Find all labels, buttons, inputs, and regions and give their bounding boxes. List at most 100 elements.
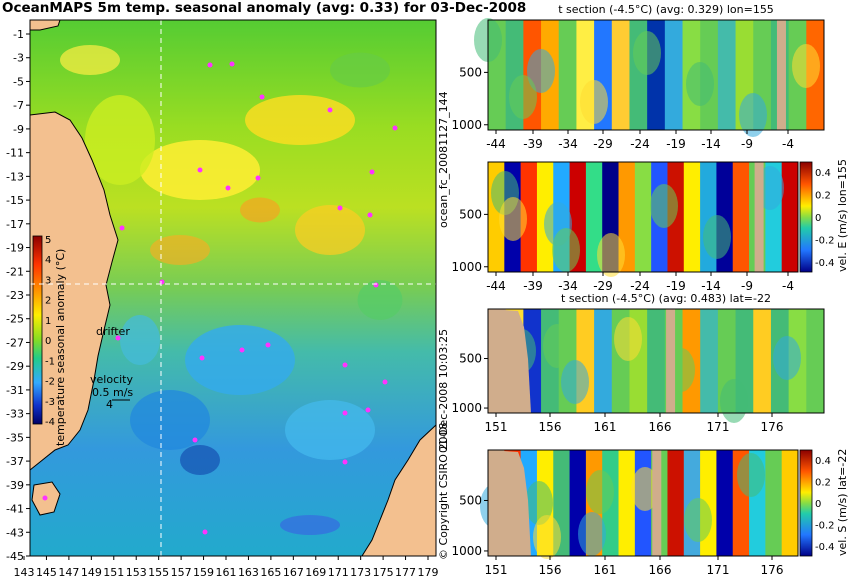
y-tick-label: 1000	[451, 401, 482, 415]
velocity-scale: 4	[106, 398, 113, 411]
velocity-colorbar-tick: -0.4	[815, 258, 835, 269]
x-tick-label: 166	[649, 420, 672, 434]
section-blob	[543, 324, 571, 368]
panel-frame	[487, 19, 825, 131]
section-band	[585, 162, 603, 272]
lon-tick-label: 161	[216, 566, 237, 579]
panel-frame	[487, 449, 799, 557]
drifter-marker	[192, 437, 198, 443]
land-mask	[488, 309, 531, 413]
section-blob	[737, 453, 765, 497]
lat-tick-label: -25	[6, 313, 24, 326]
section-panel-2: 500 1000 -44 -39 -34 -29 -24 -19 -14 -9 -4 0.4 0.2 0 -…	[451, 159, 849, 293]
anomaly-patch	[60, 45, 120, 75]
section-band	[781, 162, 799, 272]
section-blob	[509, 75, 537, 119]
lon-tick-label: 165	[260, 566, 281, 579]
x-tick-label: -39	[523, 279, 543, 293]
lat-tick-label: -19	[6, 242, 24, 255]
section-band	[781, 450, 799, 556]
lat-tick-label: -37	[6, 455, 24, 468]
colorbar-tick-label: -3	[45, 397, 55, 408]
lat-tick-label: -29	[6, 360, 24, 373]
x-tick-label: -9	[741, 137, 753, 151]
panel-title: t section (-4.5°C) (avg: 0.329) lon=155	[558, 3, 774, 16]
drifter-marker	[367, 212, 373, 218]
lon-tick-label: 171	[328, 566, 349, 579]
drifter-marker	[119, 225, 125, 231]
lat-tick-label: -23	[6, 289, 24, 302]
lon-tick-label: 155	[148, 566, 169, 579]
drifter-marker	[229, 61, 235, 67]
section-blob	[525, 481, 553, 525]
velocity-value: 0.5 m/s	[92, 386, 133, 399]
drifter-marker	[382, 379, 388, 385]
section-band	[520, 162, 538, 272]
lon-tick-label: 153	[126, 566, 147, 579]
colorbar-tick-label: -1	[45, 356, 55, 367]
land-mask	[488, 450, 531, 556]
x-tick-label: -44	[486, 137, 506, 151]
section-panels: ocean_fc_20081127_144 01-Dec-2008 10:03:2…	[437, 3, 849, 577]
land-mask	[776, 20, 786, 130]
drifter-label: drifter	[96, 325, 130, 338]
drifter-marker	[342, 362, 348, 368]
drifter-marker	[392, 125, 398, 131]
lat-tick-label: -17	[6, 218, 24, 231]
anomaly-patch	[357, 280, 403, 320]
lon-tick-label: 179	[418, 566, 439, 579]
velocity-colorbar-label: vel. E (m/s) lon=155	[836, 159, 849, 272]
colorbar-label: temperature seasonal anomaly (°C)	[54, 249, 67, 446]
x-tick-label: 171	[707, 420, 730, 434]
section-band	[716, 450, 734, 556]
lat-tick-label: -33	[6, 408, 24, 421]
x-tick-label: -29	[593, 137, 613, 151]
section-band	[634, 162, 652, 272]
section-band	[667, 450, 685, 556]
velocity-colorbar-tick: -0.2	[815, 521, 835, 532]
lon-tick-label: 145	[36, 566, 57, 579]
copyright-label: © Copyright CSIRO 2008	[437, 423, 450, 560]
drifter-marker	[265, 342, 271, 348]
run-time-label: 01-Dec-2008 10:03:25	[437, 329, 450, 453]
section-blob	[684, 498, 712, 542]
velocity-colorbar	[799, 161, 813, 273]
drifter-marker	[42, 495, 48, 501]
velocity-colorbar	[799, 449, 813, 557]
velocity-colorbar-tick: 0.4	[815, 168, 831, 179]
land-mask	[754, 162, 764, 272]
velocity-label: velocity	[90, 373, 133, 386]
colorbar-tick-label: 3	[45, 275, 51, 286]
y-tick-label: 500	[459, 493, 482, 507]
lat-tick-label: -27	[6, 336, 24, 349]
colorbar	[32, 235, 43, 425]
lon-tick-label: 175	[373, 566, 394, 579]
section-blob	[686, 62, 714, 106]
section-band	[717, 20, 737, 130]
colorbar-tick-label: 5	[45, 235, 51, 246]
section-band	[806, 309, 825, 413]
section-band	[594, 309, 613, 413]
velocity-colorbar-tick: 0.2	[815, 478, 831, 489]
drifter-marker	[199, 355, 205, 361]
panel-frame	[487, 161, 799, 273]
file-id-label: ocean_fc_20081127_144	[437, 91, 450, 228]
map-frame	[29, 19, 437, 557]
lat-tick-label: -13	[6, 170, 24, 183]
section-band	[700, 309, 719, 413]
panel-frame	[487, 308, 825, 414]
lat-tick-label: -43	[6, 526, 24, 539]
lat-tick-label: -45	[6, 550, 24, 563]
lat-tick-label: -31	[6, 384, 24, 397]
y-tick-label: 1000	[451, 118, 482, 132]
x-tick-label: -14	[701, 137, 721, 151]
x-tick-label: -24	[630, 137, 650, 151]
section-band	[732, 162, 750, 272]
section-blob	[499, 197, 527, 241]
section-blob	[650, 184, 678, 228]
x-tick-label: -4	[782, 137, 794, 151]
velocity-colorbar-label: vel. S (m/s) lat=-22	[836, 449, 849, 556]
drifter-marker	[337, 205, 343, 211]
drifter-marker	[342, 410, 348, 416]
lat-tick-label: -3	[13, 52, 24, 65]
